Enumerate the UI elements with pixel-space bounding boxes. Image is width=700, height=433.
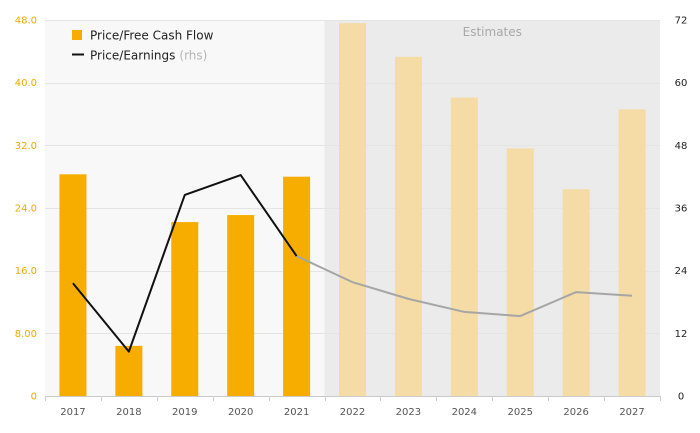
left-axis-ticks: 0 8.00 16.0 24.0 32.0 40.0 48.0 [15,16,37,403]
legend-label-price-earnings-suffix: (rhs) [179,49,207,63]
right-tick-label: 36 [675,204,688,215]
right-axis-ticks: 0 12 24 36 48 60 72 [675,16,688,403]
x-tick-label: 2026 [563,407,588,418]
right-tick-label: 0 [678,392,684,403]
left-tick-label: 40.0 [15,78,37,89]
bar-2025 [506,148,534,396]
bar-2017 [59,174,87,396]
left-tick-label: 24.0 [15,204,37,215]
left-tick-label: 48.0 [15,16,37,27]
right-tick-label: 48 [675,141,688,152]
bar-2022 [339,23,366,397]
price-earnings-line-estimates [296,255,633,318]
legend: Price/Free Cash Flow Price/Earnings (rhs) [72,29,214,63]
x-tick-label: 2022 [340,407,365,418]
right-tick-label: 24 [675,266,688,277]
right-tick-label: 60 [675,78,688,89]
x-tick-label: 2024 [452,407,477,418]
left-tick-label: 32.0 [15,141,37,152]
x-tick-label: 2018 [116,407,141,418]
legend-label-price-fcf: Price/Free Cash Flow [90,29,214,43]
x-tick-label: 2017 [60,407,85,418]
bar-2024 [450,97,478,397]
x-tick-label: 2027 [619,407,644,418]
bar-2020 [227,215,255,396]
x-tick-label: 2025 [508,407,533,418]
left-tick-label: 8.00 [15,329,37,340]
bar-2027 [618,109,646,397]
x-tick-label: 2021 [284,407,309,418]
legend-swatch-price-fcf [72,30,82,40]
x-tick-label: 2020 [228,407,253,418]
x-axis-ticks: 2017 2018 2019 2020 2021 2022 2023 2024 2025 2026… [45,396,661,418]
bar-2018 [115,345,143,396]
bar-2019 [171,222,199,396]
left-tick-label: 0 [31,392,37,403]
bar-2023 [394,56,422,397]
right-tick-label: 12 [675,329,688,340]
legend-label-price-earnings-name: Price/Earnings [90,49,175,63]
bar-2021 [283,176,311,396]
estimates-label: Estimates [463,25,522,39]
legend-label-price-earnings: Price/Earnings (rhs) [90,49,207,63]
price-earnings-line-actual [72,174,298,353]
bar-series [59,23,646,397]
left-tick-label: 16.0 [15,266,37,277]
line-series [72,174,633,353]
x-tick-label: 2019 [172,407,197,418]
x-tick-label: 2023 [396,407,421,418]
right-tick-label: 72 [675,16,688,27]
